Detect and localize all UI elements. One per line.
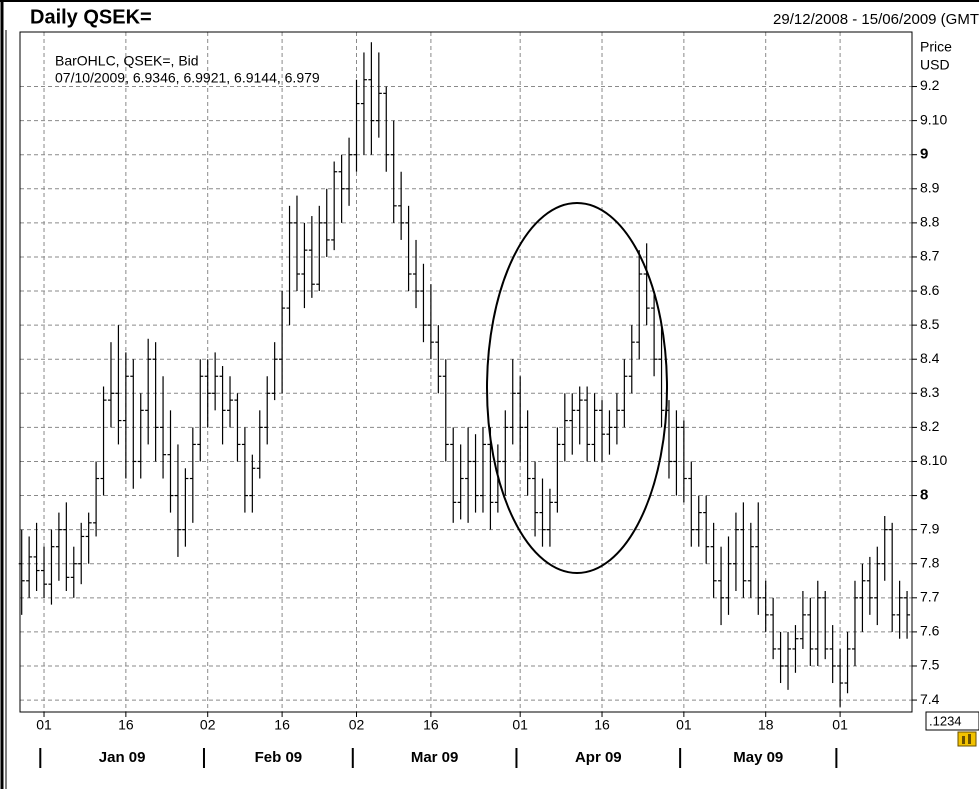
- legend-line: BarOHLC, QSEK=, Bid: [55, 53, 199, 69]
- y-axis-label: Price: [920, 39, 952, 55]
- y-tick-label: 8.6: [920, 282, 940, 298]
- chart-title: Daily QSEK=: [30, 6, 152, 28]
- grid: [20, 32, 912, 712]
- y-tick-label: 8.2: [920, 418, 940, 434]
- y-tick-label: 9.10: [920, 111, 947, 127]
- y-tick-label: 8.9: [920, 179, 940, 195]
- x-tick-label: 01: [512, 717, 528, 733]
- x-tick-label: 01: [676, 717, 692, 733]
- date-range: 29/12/2008 - 15/06/2009 (GMT: [773, 11, 979, 28]
- y-tick-label: 7.6: [920, 623, 940, 639]
- y-tick-label: 9: [920, 146, 928, 163]
- plot-frame: [19, 31, 913, 713]
- y-tick-label: 7.9: [920, 520, 940, 536]
- month-label: May 09: [733, 749, 783, 766]
- precision-button-label[interactable]: .1234: [929, 713, 962, 728]
- y-tick-label: 8.5: [920, 316, 940, 332]
- y-tick-label: 8.10: [920, 452, 947, 468]
- y-tick-label: 7.8: [920, 554, 940, 570]
- month-label: Feb 09: [255, 749, 303, 766]
- x-tick-label: 16: [423, 717, 439, 733]
- y-tick-label: 7.7: [920, 589, 940, 605]
- x-tick-label: 01: [36, 717, 52, 733]
- y-tick-label: 8: [920, 487, 928, 504]
- icon-body[interactable]: [957, 731, 977, 747]
- y-tick-label: 7.5: [920, 657, 940, 673]
- y-tick-label: 8.8: [920, 214, 940, 230]
- x-tick-label: 18: [758, 717, 774, 733]
- y-tick-label: 8.3: [920, 384, 940, 400]
- x-tick-label: 02: [349, 717, 365, 733]
- x-tick-label: 02: [200, 717, 216, 733]
- y-tick-label: 8.7: [920, 248, 940, 264]
- legend-line: 07/10/2009, 6.9346, 6.9921, 6.9144, 6.97…: [55, 70, 320, 86]
- month-label: Apr 09: [575, 749, 622, 766]
- y-tick-label: 7.4: [920, 691, 940, 707]
- y-tick-label: 9.2: [920, 77, 940, 93]
- highlight-ellipse: [486, 202, 668, 574]
- y-tick-label: 8.4: [920, 350, 940, 366]
- month-label: Mar 09: [411, 749, 459, 766]
- precision-button[interactable]: [925, 711, 979, 731]
- x-tick-label: 16: [118, 717, 134, 733]
- x-tick-label: 16: [274, 717, 290, 733]
- icon-bar[interactable]: [962, 736, 965, 744]
- y-axis-unit: USD: [920, 57, 950, 73]
- x-tick-label: 01: [832, 717, 848, 733]
- month-label: Jan 09: [99, 749, 146, 766]
- icon-bar[interactable]: [968, 734, 971, 744]
- x-tick-label: 16: [594, 717, 610, 733]
- toolbar-icon[interactable]: [957, 731, 977, 747]
